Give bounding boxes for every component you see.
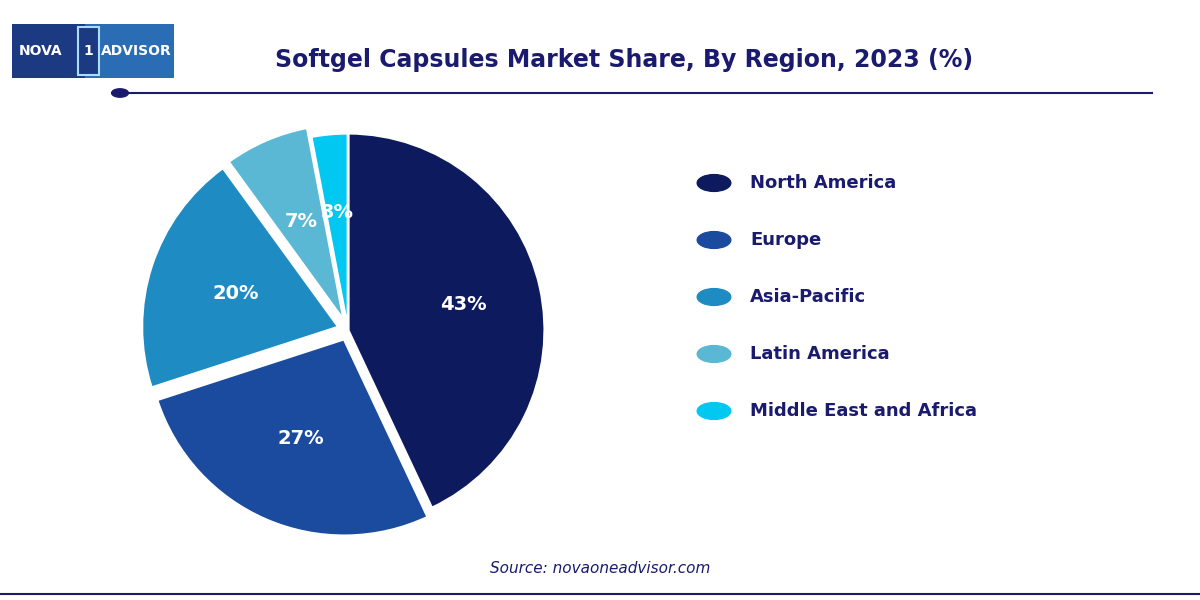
Text: Softgel Capsules Market Share, By Region, 2023 (%): Softgel Capsules Market Share, By Region…	[275, 48, 973, 72]
Text: Asia-Pacific: Asia-Pacific	[750, 288, 866, 306]
Text: 7%: 7%	[284, 212, 318, 231]
Text: NOVA: NOVA	[18, 44, 62, 58]
Text: Europe: Europe	[750, 231, 821, 249]
Text: 27%: 27%	[277, 429, 324, 448]
FancyBboxPatch shape	[85, 24, 174, 78]
Text: 1: 1	[83, 44, 94, 58]
FancyBboxPatch shape	[78, 26, 98, 75]
Text: ADVISOR: ADVISOR	[101, 44, 172, 58]
Wedge shape	[157, 339, 428, 536]
Text: 20%: 20%	[212, 284, 259, 303]
Text: Latin America: Latin America	[750, 345, 889, 363]
Wedge shape	[228, 128, 344, 321]
Wedge shape	[348, 133, 545, 508]
FancyBboxPatch shape	[12, 24, 174, 78]
Wedge shape	[142, 168, 338, 388]
Text: Middle East and Africa: Middle East and Africa	[750, 402, 977, 420]
Text: 43%: 43%	[440, 295, 486, 314]
Wedge shape	[311, 133, 348, 330]
Text: North America: North America	[750, 174, 896, 192]
Text: Source: novaoneadvisor.com: Source: novaoneadvisor.com	[490, 561, 710, 576]
Text: 3%: 3%	[320, 203, 353, 222]
